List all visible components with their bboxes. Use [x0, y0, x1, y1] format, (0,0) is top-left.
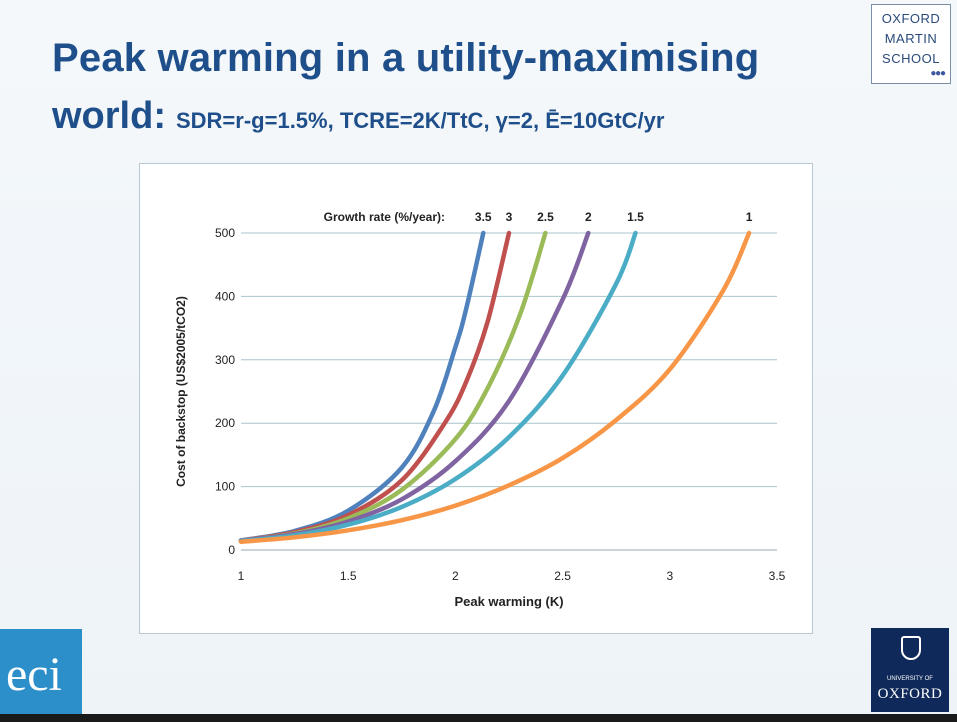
- x-tick-label: 2.5: [554, 569, 571, 583]
- series-label: 2: [585, 210, 592, 224]
- y-tick-label: 300: [215, 353, 235, 367]
- y-tick-label: 0: [228, 543, 235, 557]
- eci-logo-text: eci: [6, 648, 62, 701]
- slide-title: Peak warming in a utility-maximising: [52, 36, 760, 80]
- logo-text-martin: MARTIN: [884, 31, 938, 46]
- university-of-oxford-logo: UNIVERSITY OF OXFORD: [871, 628, 949, 712]
- x-tick-label: 2: [452, 569, 459, 583]
- series-label: 3.5: [475, 210, 492, 224]
- series-label: 1.5: [627, 210, 644, 224]
- logo-text-university-of: UNIVERSITY OF: [887, 676, 933, 682]
- slide-title-world: world:: [52, 95, 166, 137]
- bottom-bar: [0, 714, 957, 722]
- y-tick-label: 200: [215, 416, 235, 430]
- series-label: 2.5: [537, 210, 554, 224]
- series-line: [238, 230, 638, 544]
- logo-text-oxford: OXFORD: [881, 11, 941, 26]
- x-tick-label: 3: [666, 569, 673, 583]
- series-line: [238, 230, 591, 543]
- x-tick-label: 1: [238, 569, 245, 583]
- logo-dots-icon: ● ● ●: [930, 68, 946, 79]
- slide-parameters: SDR=r-g=1.5%, TCRE=2K/TtC, γ=2, Ē=10GtC/…: [175, 108, 665, 133]
- x-tick-label: 3.5: [769, 569, 786, 583]
- y-tick-label: 100: [215, 480, 235, 494]
- logo-text-oxford-university: OXFORD: [877, 686, 943, 702]
- y-tick-label: 500: [215, 226, 235, 240]
- y-tick-label: 400: [215, 289, 235, 303]
- legend-title: Growth rate (%/year):: [324, 210, 445, 224]
- x-axis-label: Peak warming (K): [454, 594, 563, 609]
- oxford-crest-icon: [901, 636, 921, 660]
- series-line: [238, 230, 486, 543]
- chart-svg: 0 100 200 300 400 500 1 1.5 2 2.5 3 3.5 Peak warming…: [174, 210, 786, 609]
- series-line: [238, 230, 752, 545]
- chart-panel: 0 100 200 300 400 500 1 1.5 2 2.5 3 3.5 Peak warming…: [139, 163, 813, 634]
- eci-logo: eci: [0, 629, 82, 714]
- slide-subtitle: world: SDR=r-g=1.5%, TCRE=2K/TtC, γ=2, Ē=…: [52, 95, 664, 138]
- series-label: 3: [506, 210, 513, 224]
- logo-text-school: SCHOOL: [882, 51, 940, 66]
- oxford-martin-school-logo: OXFORD MARTIN SCHOOL ● ● ●: [871, 4, 951, 84]
- series-label: 1: [746, 210, 753, 224]
- x-tick-label: 1.5: [340, 569, 357, 583]
- y-axis-label: Cost of backstop (US$2005/tCO2): [174, 296, 188, 487]
